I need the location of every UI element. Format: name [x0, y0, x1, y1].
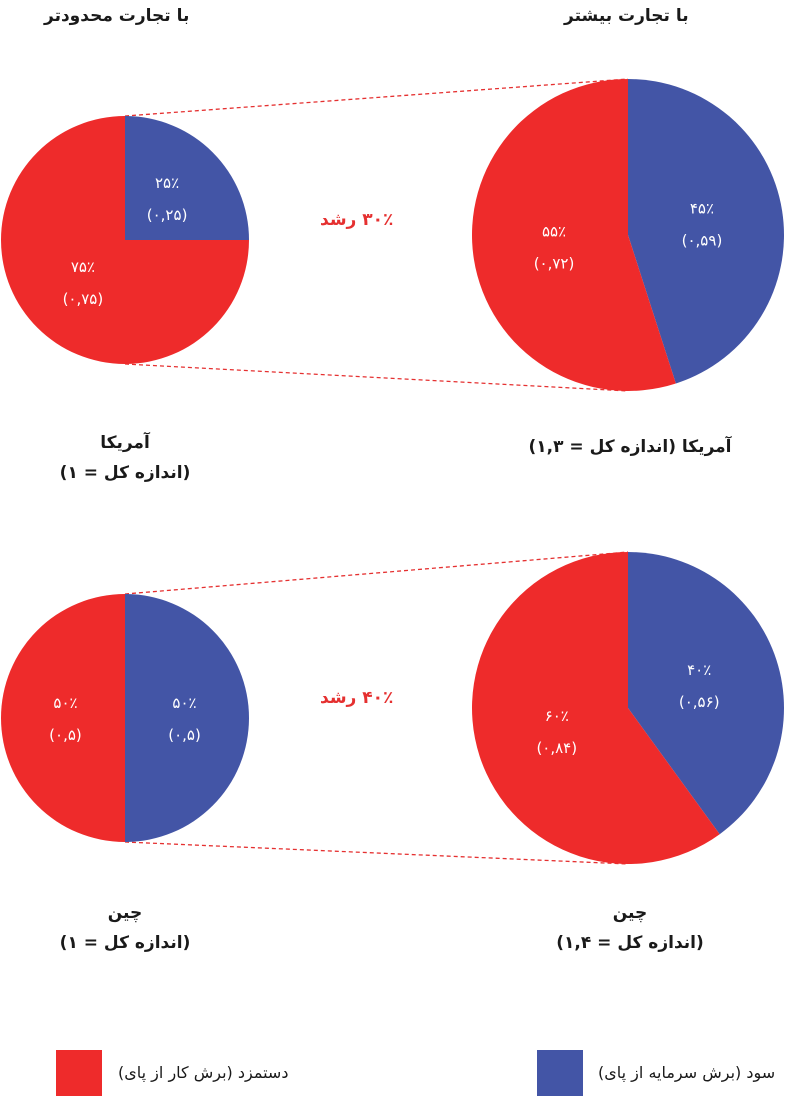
caption-subtitle: (اندازه کل = ۱)	[59, 463, 191, 483]
caption-usa-more: آمریکا (اندازه کل = ۱,۳)	[500, 432, 760, 462]
pie-usa-limited-wages-slice	[1, 116, 249, 364]
pie-usa-more-value-label-1: (۰,۷۲)	[534, 255, 575, 273]
pie-china-more-percent-label-0: ۴۰٪	[687, 661, 711, 679]
pie-china-more-percent-label-1: ۶۰٪	[545, 707, 569, 725]
caption-subtitle: (اندازه کل = ۱)	[59, 933, 191, 953]
caption-title: چین	[612, 903, 648, 923]
pie-usa-limited-percent-label-1: ۷۵٪	[71, 258, 95, 276]
pie-usa-more-wages-slice	[471, 79, 676, 391]
pie-usa-limited-value-label-0: (۰,۲۵)	[147, 206, 188, 224]
connector-bottom-1	[124, 841, 629, 865]
legend-label-profit: سود (برش سرمایه از پای)	[598, 1063, 776, 1082]
legend-label-wages: دستمزد (برش کار از پای)	[118, 1063, 289, 1082]
growth-label-usa: ۳۰٪ رشد	[320, 210, 394, 230]
caption-china-more: چین (اندازه کل = ۱,۴)	[520, 898, 740, 958]
pie-usa-limited-percent-label-0: ۲۵٪	[155, 174, 179, 192]
connector-top-0	[124, 78, 629, 117]
caption-title: چین	[107, 903, 143, 923]
caption-usa-limited: آمریکا (اندازه کل = ۱)	[30, 428, 220, 488]
header-more-trade: با تجارت بیشتر	[564, 6, 689, 26]
pie-usa-more-percent-label-1: ۵۵٪	[542, 223, 566, 241]
growth-label-china: ۴۰٪ رشد	[320, 688, 394, 708]
legend-swatch-wages	[56, 1050, 102, 1096]
pie-usa-more-percent-label-0: ۴۵٪	[690, 199, 714, 217]
pie-china-limited-percent-label-1: ۵۰٪	[53, 694, 77, 712]
caption-title: آمریکا (اندازه کل = ۱,۳)	[528, 437, 732, 457]
pie-china-more-wages-slice	[472, 552, 720, 865]
pie-usa-limited-value-label-1: (۰,۷۵)	[63, 290, 104, 308]
pie-china-more-profit-slice	[628, 552, 784, 835]
connector-top-1	[124, 551, 629, 595]
pie-china-limited-profit-slice	[125, 594, 249, 842]
caption-subtitle: (اندازه کل = ۱,۴)	[556, 933, 704, 953]
caption-china-limited: چین (اندازه کل = ۱)	[30, 898, 220, 958]
header-limited-trade: با تجارت محدودتر	[44, 6, 190, 26]
caption-title: آمریکا	[100, 433, 150, 453]
pie-usa-limited-profit-slice	[125, 116, 249, 240]
pie-china-limited-value-label-1: (۰,۵)	[49, 726, 82, 744]
pie-usa-more-value-label-0: (۰,۵۹)	[682, 231, 723, 249]
legend-swatch-profit	[537, 1050, 583, 1096]
pie-china-limited-wages-slice	[1, 594, 125, 842]
pie-china-more-value-label-1: (۰,۸۴)	[536, 739, 577, 757]
pie-china-more-value-label-0: (۰,۵۶)	[679, 693, 720, 711]
pie-usa-more-profit-slice	[628, 79, 784, 384]
pie-china-limited-value-label-0: (۰,۵)	[168, 726, 201, 744]
pie-china-limited-percent-label-0: ۵۰٪	[172, 694, 196, 712]
